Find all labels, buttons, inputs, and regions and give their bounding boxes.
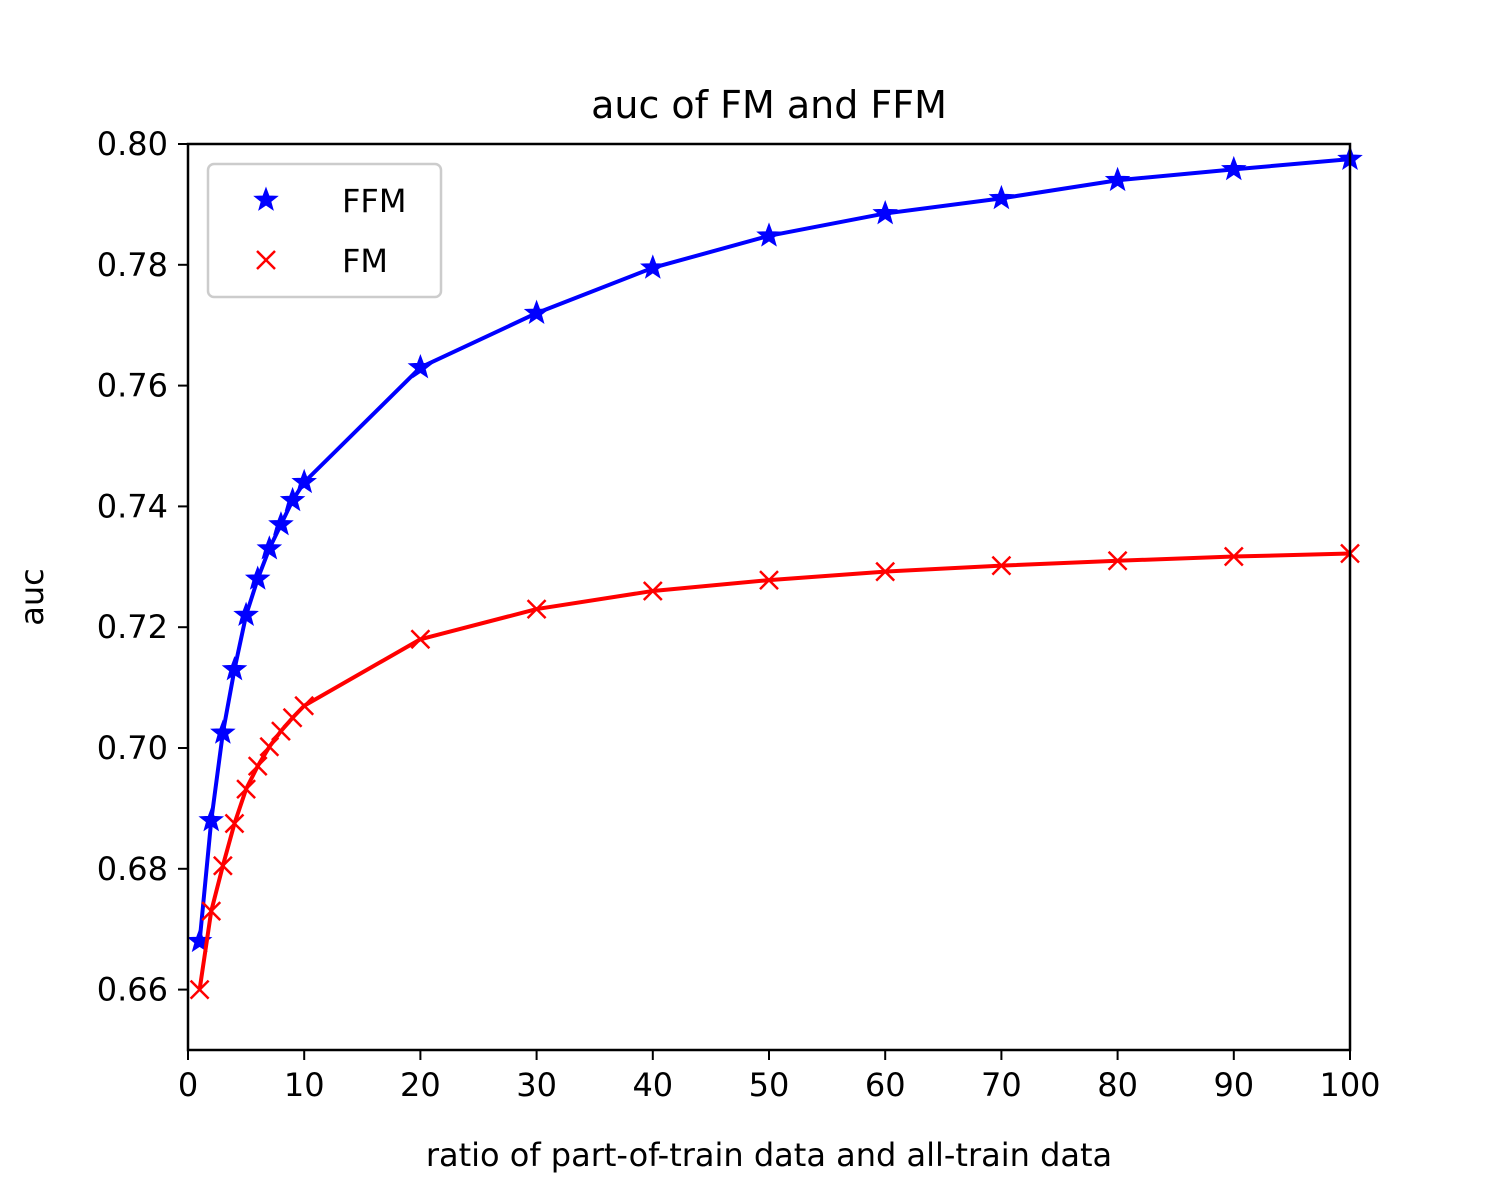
data-point-ffm [233,601,259,626]
data-point-fm [1107,550,1128,571]
y-tick-label: 0.76 [97,367,168,405]
x-axis-label: ratio of part-of-train data and all-trai… [426,1136,1112,1174]
data-point-fm [642,581,663,601]
x-tick-label: 100 [1319,1066,1380,1104]
data-point-ffm [756,222,782,247]
data-point-fm [1223,546,1244,567]
data-point-fm [224,813,245,834]
data-point-ffm [523,299,550,324]
legend: FFM FM [206,162,443,299]
data-point-fm [236,779,256,799]
x-tick-label: 10 [284,1066,325,1104]
data-point-fm [294,695,315,716]
data-point-ffm [279,486,306,512]
legend-x-icon [256,250,276,270]
y-tick-label: 0.74 [97,487,168,525]
data-point-fm [247,756,268,777]
x-tick-label: 80 [1097,1066,1138,1104]
data-point-ffm [407,354,434,379]
data-point-ffm [244,565,271,590]
y-tick-label: 0.72 [97,608,168,646]
y-tick-label: 0.66 [97,971,168,1009]
x-tick-label: 90 [1213,1066,1254,1104]
x-tick-label: 30 [516,1066,557,1104]
x-tick-label: 40 [632,1066,673,1104]
data-point-fm [526,599,547,619]
data-point-ffm [1221,155,1247,181]
data-point-ffm [198,807,225,832]
legend-label-ffm: FFM [342,182,406,220]
x-tick-label: 60 [865,1066,906,1104]
x-tick-label: 50 [749,1066,790,1104]
data-point-ffm [872,200,898,225]
y-axis-label: auc [13,568,51,625]
x-axis-ticks: 0 10 20 30 40 50 60 70 80 90 100 [178,1050,1381,1104]
y-tick-label: 0.80 [97,125,168,163]
data-point-ffm [291,468,317,494]
data-point-fm [212,855,233,876]
data-point-ffm [640,254,666,279]
x-tick-label: 70 [981,1066,1022,1104]
data-point-ffm [256,535,283,560]
data-point-ffm [268,511,294,536]
data-point-fm [759,570,779,590]
x-tick-label: 20 [400,1066,441,1104]
legend-marker-fm [256,250,276,270]
chart-title: auc of FM and FFM [591,83,947,127]
data-point-fm [410,629,431,650]
data-point-fm [875,561,896,582]
data-point-fm [201,901,222,921]
data-point-ffm [221,656,248,681]
data-point-ffm [210,719,236,744]
x-tick-label: 0 [178,1066,198,1104]
legend-star-icon [253,186,279,211]
legend-label-fm: FM [342,242,388,280]
y-tick-label: 0.68 [97,850,168,888]
data-point-ffm [988,184,1015,210]
data-point-fm [189,979,210,1000]
plot-series [186,145,1363,1000]
y-tick-label: 0.70 [97,729,168,767]
data-point-fm [991,555,1012,576]
y-tick-label: 0.78 [97,246,168,284]
data-point-fm [259,736,280,757]
y-axis-ticks: 0.66 0.68 0.70 0.72 0.74 0.76 0.78 0.80 [97,125,188,1009]
legend-marker-ffm [253,186,279,211]
data-point-ffm [1104,166,1131,192]
